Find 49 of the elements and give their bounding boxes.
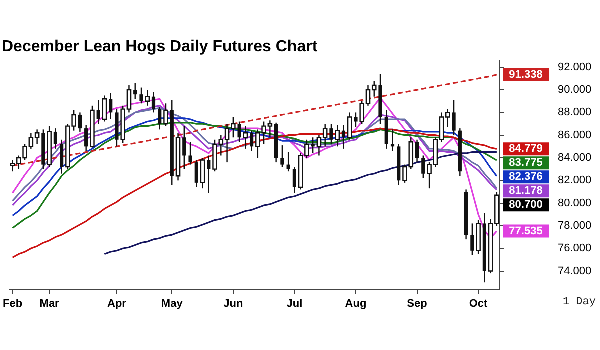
candlestick <box>60 139 64 174</box>
y-tick-label: 92.000 <box>558 61 592 74</box>
candlestick <box>182 126 186 170</box>
candlestick <box>470 223 474 256</box>
x-tick-label: Apr <box>107 298 128 310</box>
candlestick <box>415 139 420 164</box>
y-tick-label: 86.000 <box>558 129 592 142</box>
candlestick <box>207 155 211 194</box>
y-tick-label: 88.000 <box>558 106 592 119</box>
y-tick-label: 84.000 <box>558 152 592 164</box>
candlestick <box>280 144 284 168</box>
x-tick-label: Oct <box>469 298 488 310</box>
candlestick <box>188 142 192 166</box>
data-label: 81.178 <box>509 185 543 198</box>
candlestick <box>54 128 58 150</box>
x-tick-label: Sep <box>407 298 428 310</box>
data-label: 91.338 <box>509 68 543 81</box>
text: 80.700 <box>509 199 543 212</box>
y-tick-label: 82.000 <box>558 174 592 187</box>
data-label: 83.775 <box>509 157 543 170</box>
data-label: 84.779 <box>509 143 543 156</box>
x-tick-label: Jun <box>224 298 244 310</box>
x-tick-label: Jul <box>286 298 303 310</box>
candlestick <box>96 100 100 125</box>
y-tick-label: 74.000 <box>558 265 592 278</box>
y-tick-label: 90.000 <box>558 84 592 96</box>
data-label: 82.376 <box>509 171 543 184</box>
x-tick-label: May <box>161 298 184 310</box>
chart-title: December Lean Hogs Daily Futures Chart <box>2 38 318 56</box>
data-label: 77.535 <box>509 225 543 238</box>
candlestick <box>152 92 156 114</box>
text: 1 Day <box>562 296 596 308</box>
candlestick <box>250 130 254 152</box>
y-tick-label: 80.000 <box>558 197 592 210</box>
candlestick <box>109 92 113 120</box>
x-tick-label: Aug <box>345 298 367 310</box>
candlestick <box>286 152 290 172</box>
candlestick <box>194 160 198 188</box>
candlestick <box>292 166 296 194</box>
candlestick <box>158 106 162 130</box>
x-tick-label: Feb <box>3 298 23 310</box>
candlestick <box>342 124 346 150</box>
candlestick <box>134 82 138 100</box>
y-tick-label: 78.000 <box>558 220 592 232</box>
candlestick <box>78 112 82 133</box>
candlestick <box>84 124 88 152</box>
y-tick-label: 76.000 <box>558 242 592 255</box>
candlestick <box>422 155 426 179</box>
x-tick-label: Mar <box>40 298 60 310</box>
